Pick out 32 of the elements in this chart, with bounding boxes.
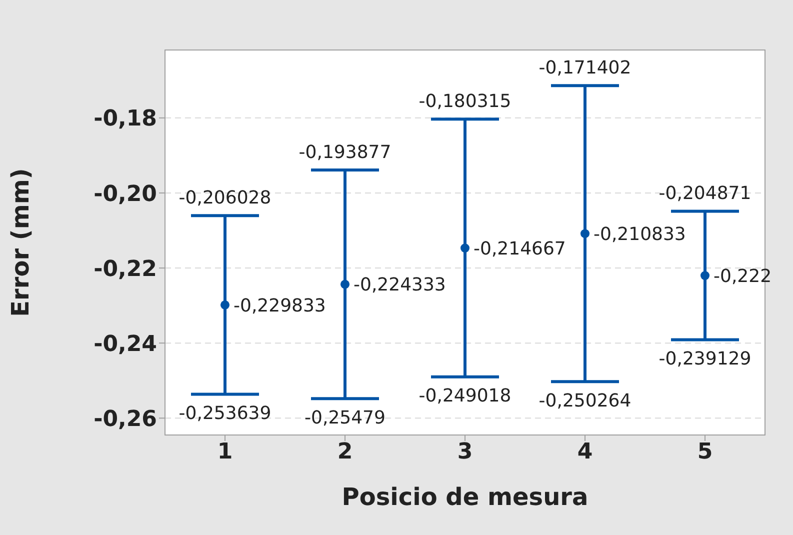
x-tick-label: 5 [697, 440, 713, 465]
point [220, 300, 230, 310]
annotation: -0,25479 [304, 407, 386, 428]
x-axis-title: Posicio de mesura [342, 483, 588, 511]
data-label: -0,222 [714, 266, 772, 287]
annotation: -0,171402 [538, 58, 632, 79]
x-tick-label: 4 [577, 440, 593, 465]
annotation: -0,250264 [538, 390, 632, 412]
annotation: -0,180315 [418, 91, 512, 112]
data-label: -0,214667 [474, 238, 566, 260]
y-tick-label: -0,20 [94, 182, 157, 207]
y-tick-label: -0,24 [94, 332, 157, 357]
data-label: -0,224333 [354, 274, 446, 296]
y-tick-label: -0,22 [94, 256, 157, 282]
x-tick-label: 1 [217, 440, 233, 465]
data-label: -0,229833 [234, 295, 326, 316]
annotation: -0,193877 [298, 142, 392, 163]
annotation: -0,206028 [178, 188, 272, 209]
y-axis-title: Error (mm) [6, 168, 35, 317]
data-label: -0,210833 [594, 224, 686, 246]
point [700, 271, 710, 280]
annotation: -0,239129 [658, 348, 752, 370]
annotation: -0,249018 [418, 386, 512, 407]
y-tick-label: -0,26 [94, 406, 157, 432]
annotation: -0,253639 [178, 403, 272, 424]
x-tick-label: 2 [337, 440, 353, 465]
y-tick-label: -0,18 [94, 106, 157, 132]
point [340, 280, 350, 289]
annotation: -0,204871 [658, 183, 752, 204]
point [580, 229, 590, 238]
x-tick-label: 3 [457, 440, 473, 465]
point [460, 244, 470, 253]
